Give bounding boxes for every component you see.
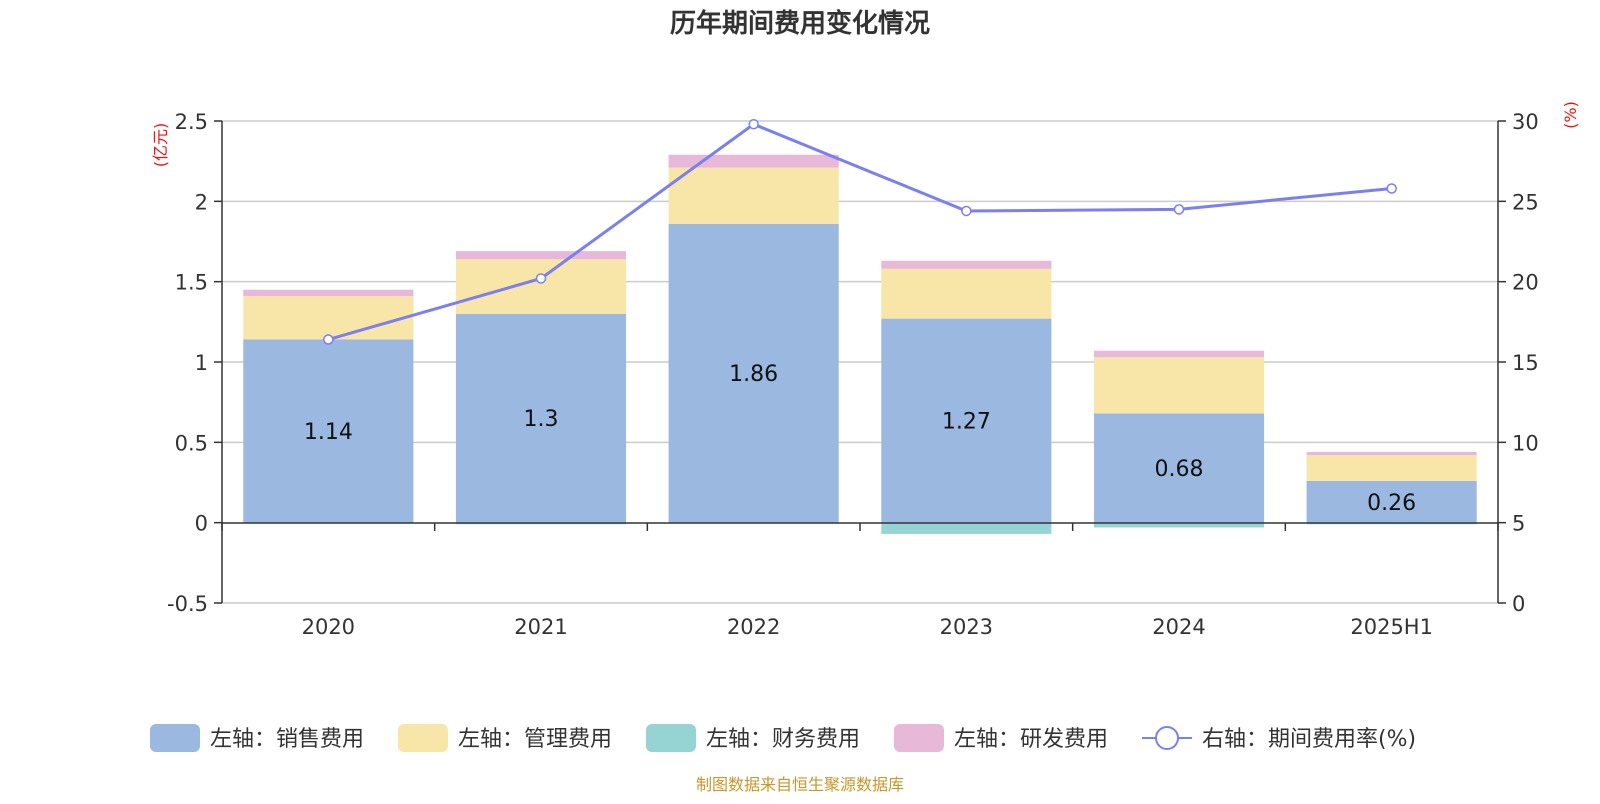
- bar-segment: [668, 154, 839, 168]
- rate-point: [1173, 204, 1185, 215]
- legend-label: 左轴：销售费用: [210, 727, 364, 752]
- bar-segment: [455, 259, 627, 314]
- left-axis-unit: (亿元): [151, 123, 170, 168]
- bar-value-label: 0.26: [1367, 491, 1416, 516]
- legend-label: 左轴：管理费用: [458, 727, 612, 752]
- bar-segment: [243, 339, 414, 523]
- left-axis-tick-label: 0.5: [175, 431, 208, 455]
- legend-swatch: [150, 724, 200, 752]
- x-axis-tick-label: 2024: [1152, 615, 1205, 639]
- bar-value-label: 1.86: [729, 362, 778, 387]
- bar-segment: [668, 223, 839, 523]
- rate-point: [535, 273, 547, 284]
- bar-segment: [455, 313, 627, 523]
- bar-value-label: 1.27: [942, 410, 991, 435]
- x-axis-tick-label: 2020: [302, 615, 355, 639]
- x-axis-tick-label: 2021: [514, 615, 567, 639]
- bar-segment: [1093, 413, 1265, 523]
- data-source-note: 制图数据来自恒生聚源数据库: [696, 775, 904, 794]
- bar-segment: [455, 251, 627, 260]
- axes: 2.5 2 1.5 1 0.5 0 -0.5 30 25 20 15 10 5 0 2020 2021 2022…: [167, 110, 1539, 639]
- grid-lines: [222, 120, 1498, 604]
- left-axis-tick-label: 0: [195, 512, 208, 536]
- legend-label: 左轴：财务费用: [706, 727, 860, 752]
- bar-segment: [668, 167, 839, 224]
- left-axis-tick-label: 1.5: [175, 271, 208, 295]
- left-axis-tick-label: 2: [195, 190, 208, 214]
- rate-line: [327, 122, 1392, 341]
- rate-point: [961, 205, 972, 217]
- bar-segment: [881, 260, 1052, 269]
- right-axis-tick-label: 0: [1512, 592, 1525, 616]
- right-axis-unit: (%): [1561, 101, 1580, 129]
- bar-segment: [881, 268, 1052, 319]
- legend-swatch: [398, 724, 448, 752]
- bar-segment: [243, 296, 414, 340]
- rate-point: [748, 118, 759, 130]
- bar-segment: [243, 289, 414, 297]
- right-axis-tick-label: 25: [1512, 190, 1539, 214]
- left-axis-tick-label: 2.5: [175, 110, 208, 134]
- bar-segment: [1093, 357, 1265, 414]
- x-axis-tick-label: 2025H1: [1350, 615, 1433, 639]
- right-axis-tick-label: 15: [1512, 351, 1539, 375]
- left-axis-tick-label: -0.5: [167, 592, 208, 616]
- data-labels: 1.14 1.3 1.86 1.27 0.68 0.26: [304, 362, 1416, 516]
- legend-item[interactable]: 左轴：管理费用: [398, 724, 612, 752]
- rate-line-layer: [323, 118, 1397, 345]
- bar-segment: [1093, 522, 1265, 528]
- bar-value-label: 0.68: [1155, 457, 1204, 482]
- bar-segment: [1306, 480, 1477, 523]
- bar-value-label: 1.3: [524, 407, 559, 432]
- right-axis-tick-label: 20: [1512, 271, 1539, 295]
- bar-segment: [1306, 451, 1477, 456]
- x-axis-tick-label: 2022: [727, 615, 780, 639]
- legend-item[interactable]: 左轴：销售费用: [150, 724, 364, 752]
- bar-segment: [881, 318, 1052, 523]
- rate-point: [323, 334, 334, 345]
- bars: [243, 154, 1477, 534]
- legend-label: 左轴：研发费用: [954, 727, 1108, 752]
- legend-swatch: [894, 724, 944, 752]
- bar-value-label: 1.14: [304, 420, 353, 445]
- bar-segment: [1306, 455, 1477, 481]
- legend-item[interactable]: 右轴：期间费用率(%): [1142, 726, 1416, 752]
- legend: 左轴：销售费用 左轴：管理费用 左轴：财务费用 左轴：研发费用 右轴：期间费用率(%): [150, 724, 1416, 752]
- x-axis-tick-label: 2023: [940, 615, 993, 639]
- chart-title: 历年期间费用变化情况: [670, 8, 930, 39]
- legend-swatch: [646, 724, 696, 752]
- rate-point: [1386, 183, 1397, 194]
- right-axis-tick-label: 10: [1512, 431, 1539, 455]
- bar-segment: [881, 522, 1052, 534]
- legend-marker: [1155, 726, 1179, 750]
- bar-segment: [1093, 350, 1265, 358]
- legend-item[interactable]: 左轴：财务费用: [646, 724, 860, 752]
- right-axis-tick-label: 30: [1512, 110, 1539, 134]
- legend-item[interactable]: 左轴：研发费用: [894, 724, 1108, 752]
- left-axis-tick-label: 1: [195, 351, 208, 375]
- right-axis-tick-label: 5: [1512, 512, 1525, 536]
- legend-label: 右轴：期间费用率(%): [1202, 727, 1416, 752]
